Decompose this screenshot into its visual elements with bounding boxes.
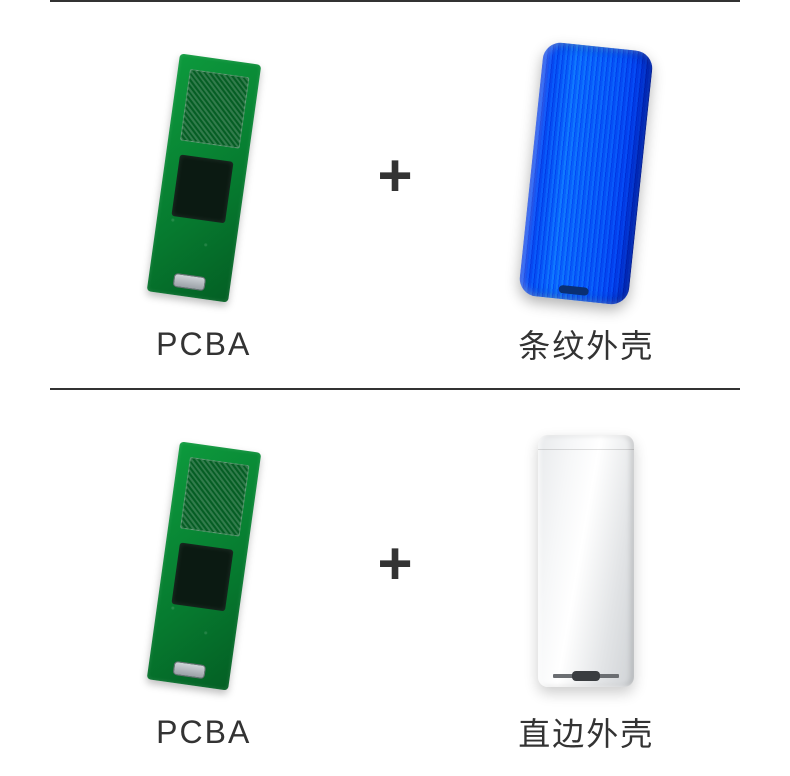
combo-row: PCBA + 条纹外壳 — [0, 2, 790, 388]
product-combo-figure: PCBA + 条纹外壳 PCBA + 直边外壳 — [0, 0, 790, 776]
enclosure-image — [538, 431, 634, 691]
ribbed-enclosure-icon — [518, 40, 654, 305]
right-cell: 直边外壳 — [423, 431, 750, 755]
pcba-image — [163, 48, 245, 308]
left-label: PCBA — [156, 326, 251, 363]
left-cell: PCBA — [40, 48, 367, 363]
straight-enclosure-icon — [538, 435, 634, 687]
pcba-board-icon — [146, 441, 261, 690]
pcba-image — [163, 436, 245, 696]
right-label: 条纹外壳 — [518, 321, 654, 367]
plus-icon: + — [367, 141, 422, 270]
pcba-board-icon — [146, 53, 261, 302]
right-cell: 条纹外壳 — [423, 43, 750, 367]
combo-row: PCBA + 直边外壳 — [0, 390, 790, 776]
enclosure-image — [531, 43, 641, 303]
plus-icon: + — [367, 529, 422, 658]
left-cell: PCBA — [40, 436, 367, 751]
left-label: PCBA — [156, 714, 251, 751]
right-label: 直边外壳 — [518, 709, 654, 755]
